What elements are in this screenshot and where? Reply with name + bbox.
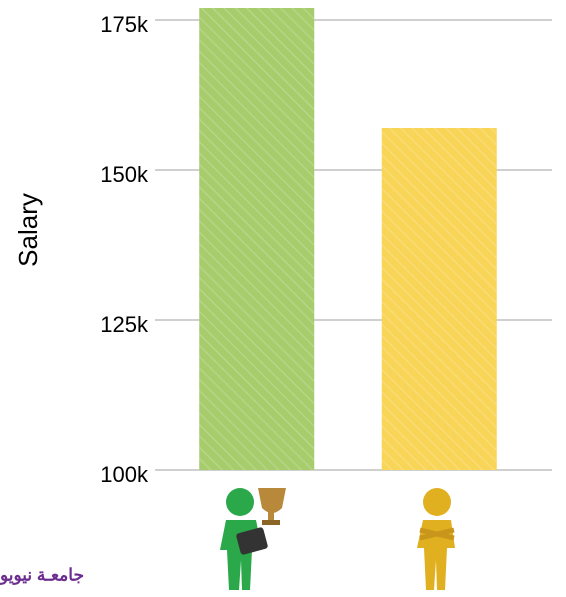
winner-icon (220, 488, 286, 590)
bar-texture (382, 128, 497, 470)
chart: Salary 100k 125k 150k 175k جامعـة نيويو (0, 0, 566, 597)
y-tick-label: 150k (100, 162, 149, 187)
bar-texture (199, 8, 314, 470)
plot: 100k 125k 150k 175k (100, 8, 552, 487)
y-axis-label: Salary (13, 193, 43, 267)
y-tick-label: 100k (100, 462, 149, 487)
y-tick-label: 175k (100, 12, 149, 37)
y-tick-label: 125k (100, 312, 149, 337)
logo-text: جامعـة نيويو (0, 565, 84, 585)
loser-icon (417, 488, 455, 590)
